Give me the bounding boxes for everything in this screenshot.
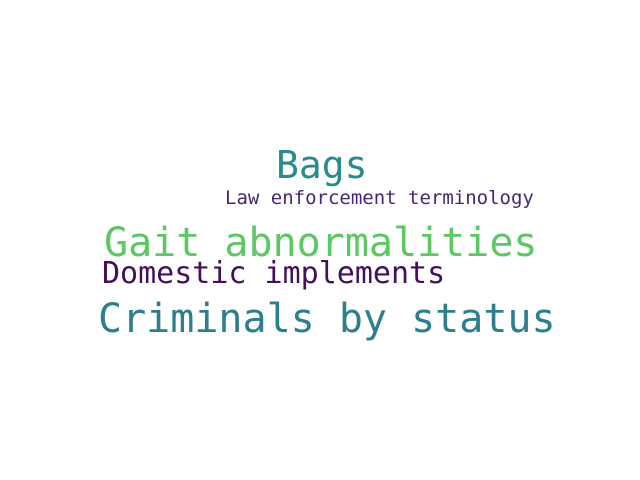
word-gait-abnormalities: Gait abnormalities — [104, 220, 538, 266]
word-criminals-by-status: Criminals by status — [98, 296, 556, 342]
word-domestic-implements: Domestic implements — [102, 256, 446, 291]
word-bags: Bags — [276, 143, 368, 187]
word-law-enforcement-terminology: Law enforcement terminology — [225, 187, 534, 209]
